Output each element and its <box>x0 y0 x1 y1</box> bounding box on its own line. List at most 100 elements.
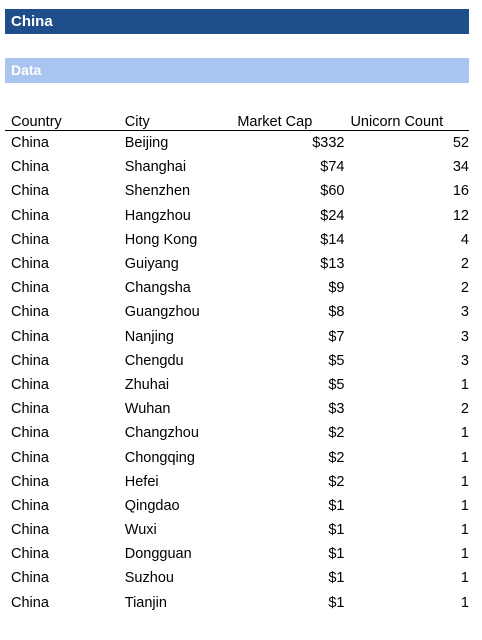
table-row: China Wuhan $3 2 <box>5 397 469 421</box>
city-cell: Changzhou <box>124 425 199 442</box>
market-cap-cell: $1 <box>328 594 345 611</box>
unicorn-count-cell: 4 <box>460 231 469 248</box>
market-cap-cell: $60 <box>320 183 345 200</box>
unicorn-count-cell: 3 <box>460 352 469 369</box>
city-cell: Hangzhou <box>124 207 191 224</box>
table-header-row: Country City Market Cap Unicorn Count <box>5 108 469 131</box>
city-cell: Hefei <box>124 473 159 490</box>
table-row: China Hefei $2 1 <box>5 470 469 494</box>
unicorn-count-cell: 1 <box>460 522 469 539</box>
country-cell: China <box>11 328 49 345</box>
table-row: China Zhuhai $5 1 <box>5 373 469 397</box>
country-cell: China <box>11 570 49 587</box>
market-cap-cell: $1 <box>328 497 345 514</box>
table-row: China Changsha $9 2 <box>5 276 469 300</box>
table-row: China Nanjing $7 3 <box>5 325 469 349</box>
country-cell: China <box>11 376 49 393</box>
country-cell: China <box>11 522 49 539</box>
unicorn-count-cell: 3 <box>460 328 469 345</box>
table-row: China Qingdao $1 1 <box>5 494 469 518</box>
country-cell: China <box>11 497 49 514</box>
table-row: China Guangzhou $8 3 <box>5 300 469 324</box>
city-cell: Wuxi <box>124 522 157 539</box>
country-cell: China <box>11 352 49 369</box>
market-cap-cell: $332 <box>312 135 345 152</box>
market-cap-cell: $7 <box>328 328 345 345</box>
city-cell: Shanghai <box>124 159 187 176</box>
market-cap-cell: $9 <box>328 280 345 297</box>
market-cap-cell: $5 <box>328 376 345 393</box>
unicorn-count-cell: 1 <box>460 594 469 611</box>
column-header-unicorn-count: Unicorn Count <box>344 108 469 131</box>
section-header: Data <box>5 58 469 83</box>
market-cap-cell: $2 <box>328 449 345 466</box>
country-cell: China <box>11 401 49 418</box>
market-cap-cell: $24 <box>320 207 345 224</box>
data-table: Country City Market Cap Unicorn Count Ch… <box>5 108 469 615</box>
unicorn-count-cell: 2 <box>460 401 469 418</box>
column-header-market-cap: Market Cap <box>231 108 345 131</box>
unicorn-count-cell: 1 <box>460 376 469 393</box>
city-cell: Qingdao <box>124 497 180 514</box>
city-cell: Zhuhai <box>124 376 170 393</box>
country-cell: China <box>11 231 49 248</box>
market-cap-cell: $1 <box>328 570 345 587</box>
city-cell: Changsha <box>124 280 191 297</box>
market-cap-cell: $14 <box>320 231 345 248</box>
country-cell: China <box>11 473 49 490</box>
city-cell: Wuhan <box>124 401 171 418</box>
city-cell: Guangzhou <box>124 304 200 321</box>
country-cell: China <box>11 135 49 152</box>
unicorn-count-cell: 2 <box>460 256 469 273</box>
country-cell: China <box>11 449 49 466</box>
table-body: China Beijing $332 52 China Shanghai $74 34 Chin… <box>5 131 469 615</box>
unicorn-count-cell: 1 <box>460 497 469 514</box>
city-cell: Hong Kong <box>124 231 198 248</box>
market-cap-cell: $3 <box>328 401 345 418</box>
table-row: China Hangzhou $24 12 <box>5 204 469 228</box>
table-row: China Changzhou $2 1 <box>5 421 469 445</box>
country-cell: China <box>11 546 49 563</box>
table-row: China Beijing $332 52 <box>5 131 469 156</box>
sheet-title: China <box>5 9 469 34</box>
market-cap-cell: $74 <box>320 159 345 176</box>
unicorn-count-cell: 16 <box>452 183 469 200</box>
column-header-country: Country <box>5 108 119 131</box>
market-cap-cell: $2 <box>328 425 345 442</box>
market-cap-cell: $8 <box>328 304 345 321</box>
column-header-city: City <box>118 108 232 131</box>
city-cell: Dongguan <box>124 546 192 563</box>
unicorn-count-cell: 1 <box>460 425 469 442</box>
market-cap-cell: $5 <box>328 352 345 369</box>
country-cell: China <box>11 304 49 321</box>
unicorn-count-cell: 52 <box>452 135 469 152</box>
country-cell: China <box>11 594 49 611</box>
unicorn-count-cell: 1 <box>460 546 469 563</box>
city-cell: Beijing <box>124 135 169 152</box>
unicorn-count-cell: 3 <box>460 304 469 321</box>
country-cell: China <box>11 159 49 176</box>
table-row: China Tianjin $1 1 <box>5 591 469 615</box>
market-cap-cell: $1 <box>328 546 345 563</box>
country-cell: China <box>11 183 49 200</box>
unicorn-count-cell: 2 <box>460 280 469 297</box>
market-cap-cell: $1 <box>328 522 345 539</box>
market-cap-cell: $13 <box>320 256 345 273</box>
table-row: China Dongguan $1 1 <box>5 542 469 566</box>
table-row: China Chongqing $2 1 <box>5 445 469 469</box>
market-cap-cell: $2 <box>328 473 345 490</box>
table-row: China Chengdu $5 3 <box>5 349 469 373</box>
country-cell: China <box>11 425 49 442</box>
country-cell: China <box>11 207 49 224</box>
city-cell: Tianjin <box>124 594 167 611</box>
city-cell: Chengdu <box>124 352 184 369</box>
city-cell: Nanjing <box>124 328 174 345</box>
table-row: China Shenzhen $60 16 <box>5 179 469 203</box>
country-cell: China <box>11 256 49 273</box>
city-cell: Guiyang <box>124 256 179 273</box>
unicorn-count-cell: 34 <box>452 159 469 176</box>
city-cell: Suzhou <box>124 570 174 587</box>
table-row: China Hong Kong $14 4 <box>5 228 469 252</box>
table-row: China Shanghai $74 34 <box>5 155 469 179</box>
table-row: China Suzhou $1 1 <box>5 566 469 590</box>
